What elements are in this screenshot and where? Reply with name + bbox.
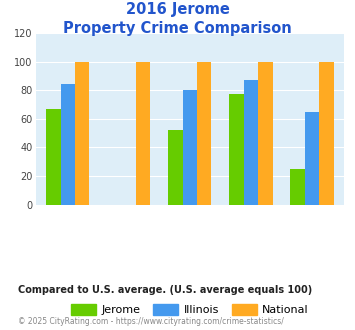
Text: 2016 Jerome: 2016 Jerome bbox=[126, 2, 229, 16]
Bar bbox=[183, 90, 197, 205]
Bar bbox=[46, 109, 61, 205]
Bar bbox=[197, 62, 212, 205]
Text: Property Crime Comparison: Property Crime Comparison bbox=[63, 21, 292, 36]
Bar bbox=[244, 80, 258, 205]
Text: Compared to U.S. average. (U.S. average equals 100): Compared to U.S. average. (U.S. average … bbox=[18, 285, 312, 295]
Bar bbox=[258, 62, 273, 205]
Bar bbox=[305, 112, 319, 205]
Bar bbox=[229, 94, 244, 205]
Bar bbox=[319, 62, 334, 205]
Bar bbox=[290, 169, 305, 205]
Bar bbox=[136, 62, 151, 205]
Bar bbox=[75, 62, 89, 205]
Text: © 2025 CityRating.com - https://www.cityrating.com/crime-statistics/: © 2025 CityRating.com - https://www.city… bbox=[18, 317, 284, 326]
Bar bbox=[168, 130, 183, 205]
Bar bbox=[61, 84, 75, 205]
Legend: Jerome, Illinois, National: Jerome, Illinois, National bbox=[67, 299, 313, 320]
